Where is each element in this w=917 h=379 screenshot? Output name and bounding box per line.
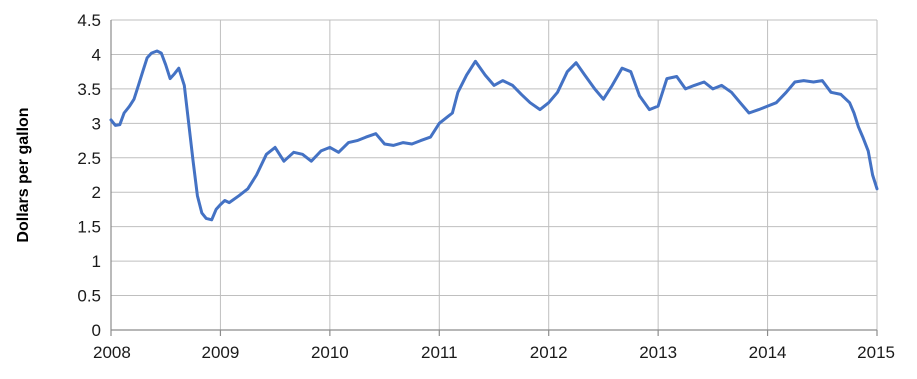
x-tick-label: 2010 (311, 343, 349, 362)
x-tick-label: 2012 (530, 343, 568, 362)
series-line-0 (109, 49, 879, 222)
y-tick-label: 2.5 (77, 149, 101, 168)
series-layer (109, 49, 879, 222)
x-tick-labels: 2008 2009 2010 2011 2012 2013 2014 2015 (93, 330, 895, 362)
x-tick-label: 2015 (857, 343, 895, 362)
y-tick-label: 2 (92, 183, 101, 202)
y-tick-label: 1 (92, 252, 101, 271)
y-tick-label: 3 (92, 114, 101, 133)
x-tick-label: 2011 (421, 343, 458, 362)
y-tick-labels: 0 0.5 1 1.5 2 2.5 3 3.5 4 4.5 (77, 11, 101, 340)
y-axis-label: Dollars per gallon (15, 107, 32, 242)
y-tick-label: 0.5 (77, 287, 101, 306)
y-tick-label: 4 (92, 45, 101, 64)
x-tick-label: 2013 (639, 343, 677, 362)
axes (110, 20, 877, 331)
x-tick-label: 2008 (93, 343, 131, 362)
y-tick-label: 0 (92, 321, 101, 340)
y-tick-label: 1.5 (77, 218, 101, 237)
y-tick-label: 3.5 (77, 80, 101, 99)
x-tick-label: 2014 (749, 343, 787, 362)
gridlines (111, 19, 878, 330)
y-tick-label: 4.5 (77, 11, 101, 30)
x-tick-label: 2009 (202, 343, 240, 362)
